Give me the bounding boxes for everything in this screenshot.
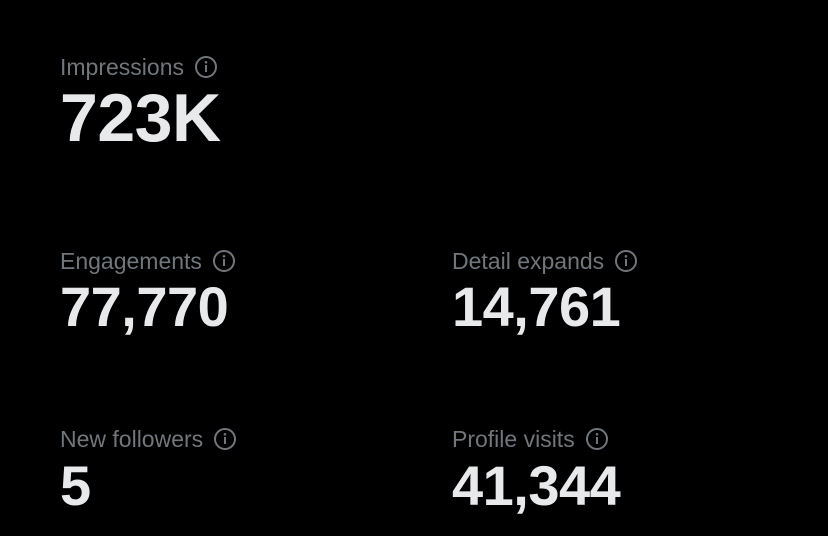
info-icon[interactable] [194, 55, 218, 79]
metric-value: 14,761 [452, 275, 621, 338]
metric-label-row: Engagements [60, 247, 236, 275]
metric-label-row: New followers [60, 425, 237, 453]
metric-label: New followers [60, 426, 204, 452]
info-icon[interactable] [585, 427, 609, 451]
metric-label-row: Impressions [60, 53, 218, 81]
metric-value: 77,770 [60, 275, 229, 338]
info-icon[interactable] [614, 249, 638, 273]
metric-label: Detail expands [452, 248, 605, 274]
info-icon[interactable] [212, 249, 236, 273]
metric-value: 5 [60, 454, 91, 517]
metric-label: Impressions [60, 54, 184, 80]
metric-label-row: Profile visits [452, 425, 609, 453]
info-icon[interactable] [213, 427, 237, 451]
metric-value: 723K [60, 80, 221, 156]
metric-label: Engagements [60, 248, 202, 274]
metric-label-row: Detail expands [452, 247, 638, 275]
metric-label: Profile visits [452, 426, 575, 452]
metric-value: 41,344 [452, 454, 621, 517]
